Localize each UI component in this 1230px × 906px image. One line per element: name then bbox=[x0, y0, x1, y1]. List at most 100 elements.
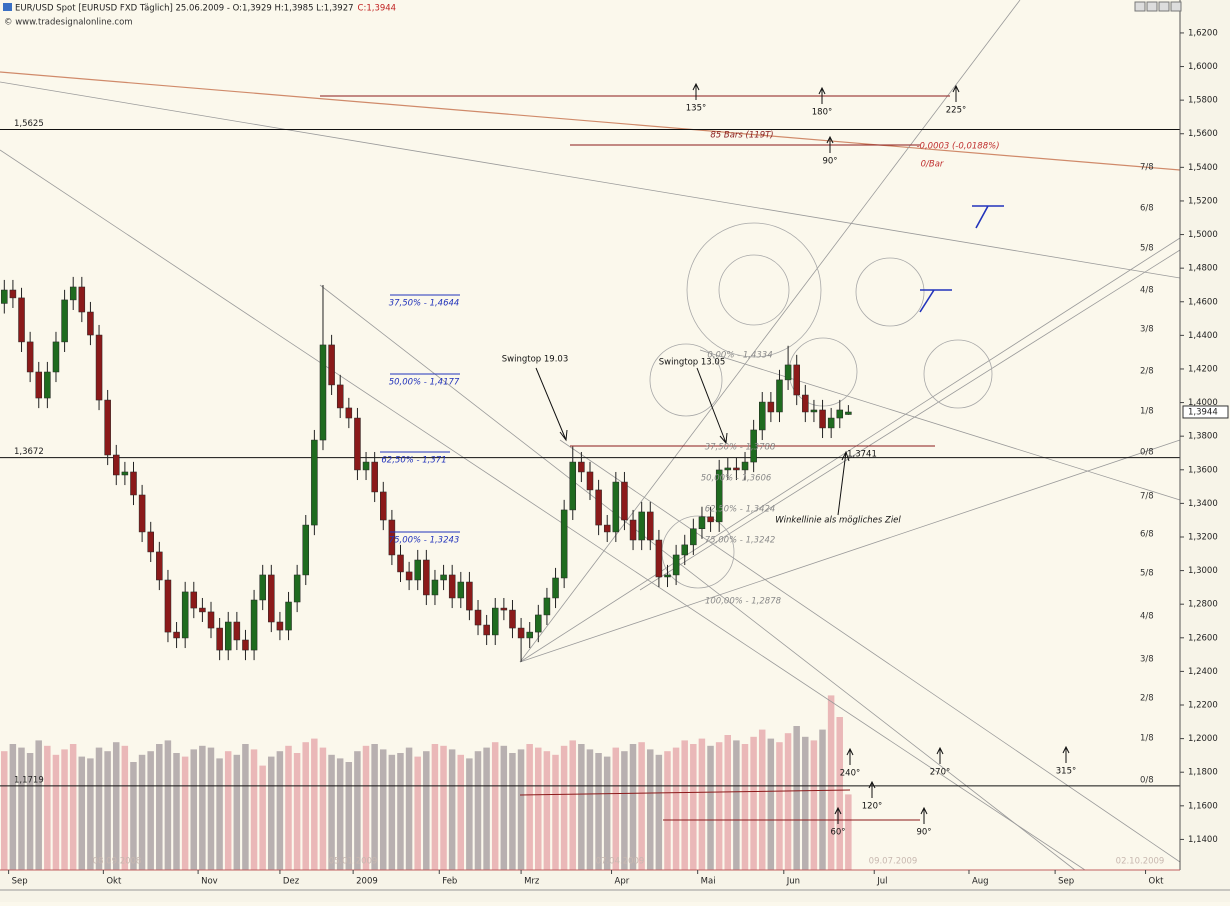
candle-body bbox=[259, 574, 266, 601]
volume-bar bbox=[655, 754, 663, 870]
candle-body bbox=[1, 289, 8, 304]
gann-fan-line bbox=[519, 237, 1181, 663]
chart-title: EUR/USD Spot [EURUSD FXD Täglich] 25.06.… bbox=[15, 4, 354, 14]
volume-bar bbox=[61, 749, 68, 870]
last-price-tag bbox=[1182, 405, 1229, 419]
drawing-tools bbox=[0, 0, 1181, 871]
candle-body bbox=[707, 516, 714, 523]
octave-label: 6/8 bbox=[1140, 530, 1154, 540]
y-tick-label: 1,5600 bbox=[1188, 129, 1218, 139]
candle-body bbox=[836, 409, 844, 419]
y-tick-label: 1,2400 bbox=[1188, 667, 1218, 677]
candle-body bbox=[672, 554, 680, 576]
candle-body bbox=[224, 621, 232, 651]
candle-body bbox=[104, 399, 111, 456]
annotations: 7/8 6/8 5/8 4/8 3/8 2/8 1/8 0/8 7/8 6/8 5/8 4/8 3/8 2… bbox=[380, 82, 1154, 838]
volume-bar bbox=[26, 753, 34, 870]
candle-body bbox=[44, 371, 51, 399]
volume-bar bbox=[836, 717, 843, 870]
date-label: 07.04.2009 bbox=[596, 857, 645, 867]
volume-bar bbox=[793, 726, 800, 870]
gann-symbol bbox=[919, 289, 952, 313]
nav-button[interactable] bbox=[1158, 1, 1170, 12]
candle-body bbox=[715, 469, 723, 523]
volume-bar bbox=[440, 745, 447, 870]
volume-bar bbox=[612, 747, 620, 870]
candle-body bbox=[698, 516, 706, 530]
volume-bar bbox=[690, 744, 697, 870]
candles bbox=[1, 276, 852, 662]
candle-body bbox=[69, 286, 77, 301]
volume-bar bbox=[474, 751, 482, 870]
x-tick-label: Okt bbox=[106, 877, 122, 887]
gann-circle bbox=[718, 254, 790, 326]
octave-label: 0/8 bbox=[1140, 776, 1154, 786]
volume-bar bbox=[621, 751, 628, 870]
candle-body bbox=[78, 286, 86, 313]
volume-bar bbox=[569, 740, 576, 870]
candle-body bbox=[517, 627, 525, 639]
annotation: 60° bbox=[830, 828, 845, 838]
volume-bar bbox=[9, 744, 17, 870]
gann-circle bbox=[855, 257, 925, 327]
angle-arrow bbox=[826, 135, 834, 153]
annotation: 270° bbox=[930, 768, 950, 778]
volume-bar bbox=[87, 758, 94, 870]
trend-line bbox=[0, 149, 1086, 871]
annotation: 90° bbox=[822, 157, 837, 167]
volume-bar bbox=[715, 742, 723, 870]
date-label: 08.09.2008 bbox=[93, 857, 142, 867]
symbol-icon bbox=[3, 3, 12, 11]
volume-bar bbox=[802, 736, 809, 870]
volume-bar bbox=[526, 744, 533, 870]
candle-body bbox=[293, 574, 301, 603]
candle-body bbox=[35, 371, 43, 399]
trend-line bbox=[0, 81, 1181, 279]
x-tick-label: Aug bbox=[972, 877, 989, 887]
candle-body bbox=[423, 559, 430, 596]
volume-bar bbox=[707, 745, 714, 870]
level-line bbox=[519, 789, 851, 796]
volume-bar bbox=[552, 754, 559, 870]
angle-arrow bbox=[952, 84, 960, 102]
candle-body bbox=[750, 429, 757, 463]
x-tick-label: Feb bbox=[442, 877, 457, 887]
candle-body bbox=[759, 401, 766, 431]
annotation: 90° bbox=[916, 828, 931, 838]
candle-body bbox=[827, 417, 835, 429]
candle-body bbox=[216, 627, 223, 651]
nav-button[interactable] bbox=[1134, 1, 1146, 12]
y-tick-label: 1,3800 bbox=[1188, 432, 1218, 442]
candle-body bbox=[268, 574, 275, 623]
candle-body bbox=[552, 577, 559, 599]
volume-bar bbox=[724, 735, 732, 870]
candle-body bbox=[397, 554, 404, 573]
annotation: 50,00% - 1,3606 bbox=[701, 474, 772, 484]
candle-body bbox=[371, 461, 378, 493]
volume-bar bbox=[173, 753, 180, 870]
y-tick-label: 1,5000 bbox=[1188, 230, 1218, 240]
octave-label: 3/8 bbox=[1140, 325, 1154, 335]
candle-body bbox=[474, 609, 482, 626]
candle-body bbox=[440, 574, 447, 581]
y-tick-label: 1,1600 bbox=[1188, 801, 1218, 811]
candle-body bbox=[802, 394, 809, 413]
y-tick-label: 1,1800 bbox=[1188, 768, 1218, 778]
annotation: -0,0003 (-0,0188%) bbox=[916, 142, 999, 152]
y-tick-label: 1,2200 bbox=[1188, 701, 1218, 711]
annotation: Swingtop 13.05 bbox=[659, 358, 725, 368]
x-tick-label: Apr bbox=[615, 877, 630, 887]
volume-bar bbox=[78, 756, 86, 870]
candle-body bbox=[354, 417, 361, 471]
volume-bar bbox=[448, 749, 456, 870]
nav-button[interactable] bbox=[1146, 1, 1158, 12]
candle-body bbox=[285, 601, 292, 631]
volume-bar bbox=[845, 794, 852, 870]
candle-body bbox=[776, 379, 783, 413]
trend-line bbox=[0, 71, 1181, 171]
annotation: 37,50% - 1,3788 bbox=[705, 443, 776, 453]
nav-button[interactable] bbox=[1170, 1, 1182, 12]
candle-body bbox=[733, 467, 740, 471]
volume-bar bbox=[379, 749, 387, 870]
